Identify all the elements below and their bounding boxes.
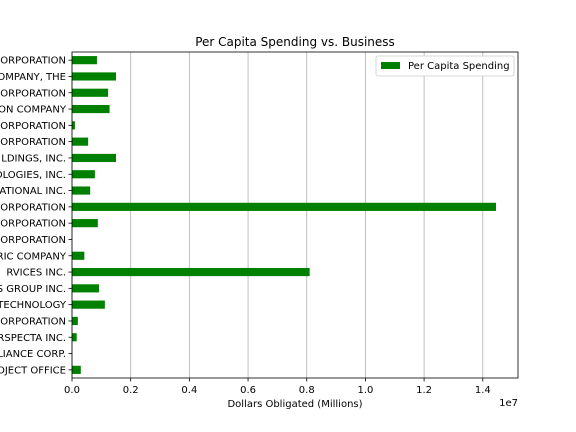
x-axis-offset-label: 1e7 (499, 398, 518, 409)
bar (72, 251, 85, 260)
bar (72, 333, 77, 342)
y-tick-label: ON COMPANY (0, 105, 67, 116)
bar (72, 300, 105, 309)
bar (72, 267, 310, 277)
bar (72, 153, 117, 163)
x-tick-label: 0.0 (64, 385, 80, 396)
x-axis-label: Dollars Obligated (Millions) (227, 399, 362, 410)
y-tick-label: ORPORATION (0, 219, 66, 230)
legend-box (375, 55, 515, 77)
grid-lines (71, 52, 484, 378)
bar (72, 284, 99, 293)
y-tick-label: ORPORATION (0, 121, 66, 132)
bars (72, 56, 496, 374)
legend-swatch (381, 62, 400, 69)
bar (72, 56, 97, 65)
y-tick-label: ORPORATION (0, 316, 66, 327)
bar (72, 72, 117, 81)
y-tick-label: RVICES INC. (6, 268, 66, 279)
y-tick-label: ORPORATION (0, 202, 66, 213)
y-tick-label: OJECT OFFICE (0, 365, 66, 376)
bar (72, 170, 95, 179)
bar (72, 316, 78, 326)
y-tick-label: RSPECTA INC. (0, 333, 66, 344)
bar (72, 137, 89, 146)
y-axis: ORPORATION OMPANY, THE ORPORATION ON COMPAN… (0, 56, 72, 376)
y-tick-label: ORPORATION (0, 137, 66, 148)
y-tick-label: TECHNOLOGY (0, 300, 67, 311)
legend-label: Per Capita Spending (408, 61, 510, 72)
bar (72, 365, 81, 374)
y-tick-label: ORPORATION (0, 88, 66, 99)
x-tick-label: 1.4 (475, 385, 491, 396)
bar (72, 186, 91, 195)
chart-title: Per Capita Spending vs. Business (195, 35, 395, 49)
legend: Per Capita Spending (375, 55, 515, 77)
x-tick-label: 1.0 (357, 385, 373, 396)
x-tick-label: 1.2 (416, 385, 432, 396)
x-tick-label: 0.8 (299, 385, 315, 396)
bar (72, 121, 75, 130)
x-tick-label: 0.4 (181, 385, 197, 396)
y-tick-label: OLOGIES, INC. (0, 170, 66, 181)
bar (72, 202, 496, 211)
y-tick-label: OMPANY, THE (0, 72, 66, 83)
bar (72, 219, 98, 228)
y-tick-label: LIANCE CORP. (0, 349, 66, 360)
y-tick-label: ORPORATION (0, 56, 66, 67)
plot-frame (71, 51, 519, 379)
y-tick-label: LDINGS, INC. (1, 153, 66, 164)
x-tick-label: 0.2 (123, 385, 139, 396)
y-tick-label: S GROUP INC. (0, 284, 66, 295)
bar (72, 88, 109, 97)
bar (72, 104, 110, 114)
x-tick-label: 0.6 (240, 385, 256, 396)
x-axis: 0.0 0.2 0.4 0.6 0.8 1.0 1.2 1.4 (64, 378, 491, 396)
y-tick-label: RIC COMPANY (0, 251, 67, 262)
y-tick-label: ATIONAL INC. (0, 186, 66, 197)
y-tick-label: ORPORATION (0, 235, 66, 246)
